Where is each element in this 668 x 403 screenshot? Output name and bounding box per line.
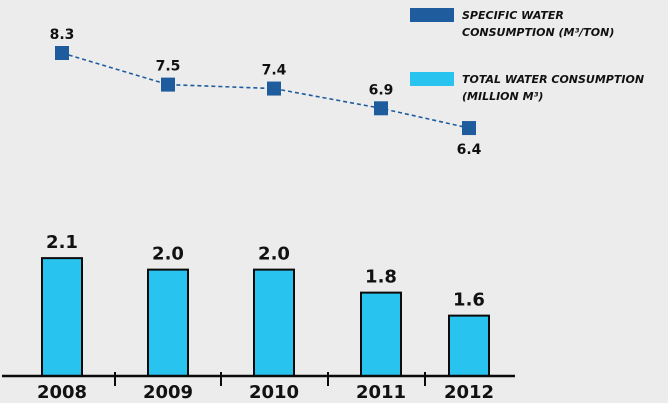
line-point-2011	[374, 101, 388, 116]
bar-2008	[41, 257, 83, 377]
line-point-2012	[462, 121, 476, 136]
legend: SPECIFIC WATER CONSUMPTION (M³/TON) TOTAL …	[410, 8, 644, 103]
line-point-2010	[267, 81, 281, 96]
specific-consumption-line	[61, 52, 470, 129]
bar-label-2012: 1.6	[453, 290, 485, 311]
bar-label-2009: 2.0	[152, 244, 184, 265]
bar-2010	[253, 268, 295, 377]
x-tick-label-2012: 2012	[444, 382, 494, 403]
bar-2011	[360, 291, 402, 377]
bar-2012	[448, 314, 490, 377]
line-point-2009	[161, 77, 175, 92]
bar-label-2010: 2.0	[258, 244, 290, 265]
legend-swatch-1	[410, 8, 454, 22]
x-axis: 2008 2009 2010 2011 2012	[2, 372, 515, 403]
legend-swatch-2	[410, 72, 454, 86]
x-tick-label-2011: 2011	[356, 382, 406, 403]
legend-label-1-line2: CONSUMPTION (M³/TON)	[462, 26, 614, 39]
x-tick-label-2008: 2008	[37, 382, 87, 403]
bars-layer: 2.1 2.0 2.0 1.8 1.6	[41, 232, 490, 377]
bar-label-2011: 1.8	[365, 267, 397, 288]
line-layer: 8.3 7.5 7.4 6.9 6.4	[50, 27, 482, 158]
line-label-2008: 8.3	[50, 27, 75, 43]
x-tick-label-2010: 2010	[249, 382, 299, 403]
legend-label-2-line1: TOTAL WATER CONSUMPTION	[462, 73, 644, 86]
line-label-2009: 7.5	[156, 59, 181, 75]
line-label-2011: 6.9	[369, 82, 394, 98]
x-tick-label-2009: 2009	[143, 382, 193, 403]
line-point-2008	[55, 46, 69, 60]
legend-label-1-line1: SPECIFIC WATER	[462, 9, 564, 22]
bar-label-2008: 2.1	[46, 232, 78, 253]
line-label-2010: 7.4	[262, 63, 287, 79]
line-label-2012: 6.4	[457, 142, 482, 158]
legend-label-2-line2: (MILLION M³)	[462, 90, 543, 103]
bar-2009	[147, 268, 189, 377]
